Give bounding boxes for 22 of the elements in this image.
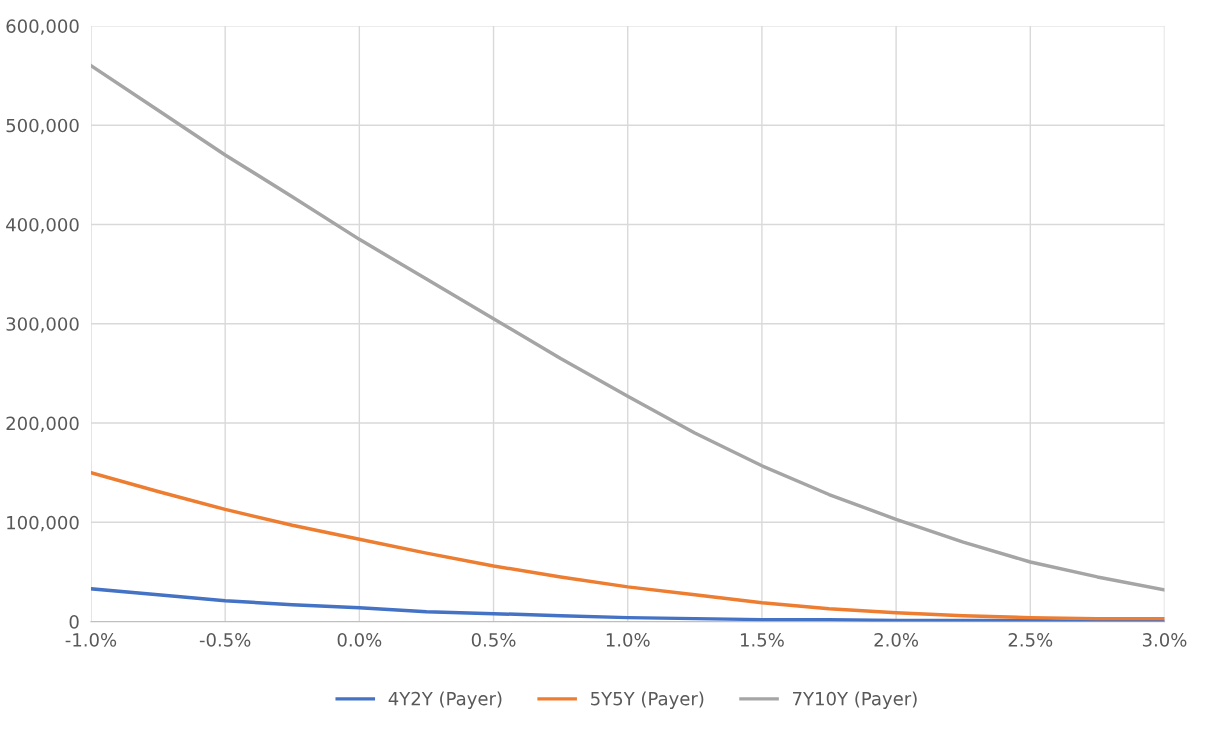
x-tick-label: -1.0%	[65, 633, 117, 647]
y-tick-label: 0	[69, 615, 79, 629]
y-tick-label: 100,000	[7, 515, 79, 532]
x-tick-label: 2.0%	[874, 633, 919, 647]
legend-label: 4Y2Y (Payer)	[388, 691, 502, 709]
y-tick-label: 500,000	[6, 118, 79, 135]
y-tick-label: 400,000	[6, 217, 79, 234]
line-series	[90, 470, 1165, 621]
y-tick-label: 300,000	[6, 317, 79, 333]
x-tick-label: -0.5%	[199, 633, 251, 647]
x-tick-label: 0.5%	[471, 633, 516, 647]
line-series	[90, 587, 1165, 622]
legend-label: 7Y10Y (Payer)	[793, 691, 917, 709]
x-tick-label: 2.5%	[1008, 633, 1053, 647]
legend-label: 5Y5Y (Payer)	[591, 691, 704, 709]
x-tick-label: 3.0%	[1142, 633, 1187, 647]
y-tick-label: 600,000	[6, 19, 79, 35]
x-tick-label: 1.0%	[606, 633, 650, 647]
x-tick-label: 1.5%	[740, 633, 784, 647]
y-tick-label: 200,000	[6, 416, 79, 432]
line-series	[90, 63, 1165, 592]
x-tick-label: 0.0%	[337, 633, 382, 647]
